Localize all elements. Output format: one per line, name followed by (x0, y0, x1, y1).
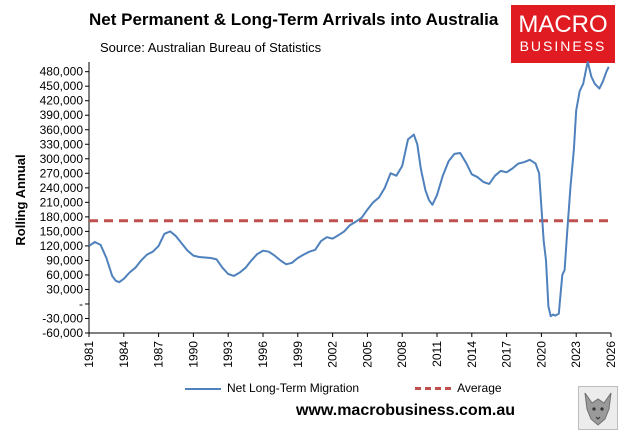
x-tick-label: 1990 (186, 341, 200, 368)
y-tick-label: 420,000 (40, 94, 84, 108)
x-tick-label: 1987 (152, 341, 166, 368)
y-tick-label: 390,000 (40, 108, 84, 122)
x-tick-label: 2017 (500, 341, 514, 368)
x-tick-label: 2008 (395, 341, 409, 368)
y-tick-label: -30,000 (42, 311, 83, 325)
y-tick-label: 180,000 (40, 210, 84, 224)
website-url: www.macrobusiness.com.au (296, 402, 516, 419)
y-tick-label: 210,000 (40, 195, 84, 209)
chart-subtitle: Source: Australian Bureau of Statistics (100, 40, 322, 55)
migration-series-line (88, 61, 610, 318)
y-tick-label: 150,000 (40, 224, 84, 238)
axes: -60,000-30,000-30,00060,00090,000120,000… (40, 62, 618, 368)
y-tick-label: 360,000 (40, 123, 84, 137)
x-tick-label: 2020 (534, 341, 548, 368)
x-tick-label: 2011 (430, 341, 444, 367)
legend: Net Long-Term Migration Average (185, 381, 502, 395)
y-tick-label: 60,000 (46, 268, 83, 282)
y-tick-label: 240,000 (40, 181, 84, 195)
legend-swatch-average (415, 387, 452, 391)
legend-swatch-migration (185, 387, 221, 390)
y-tick-label: 120,000 (40, 239, 84, 253)
logo-line-1: MACRO (518, 11, 608, 38)
legend-label-migration: Net Long-Term Migration (227, 381, 360, 395)
x-tick-label: 2014 (465, 341, 479, 368)
legend-label-average: Average (457, 381, 502, 395)
y-tick-label: 90,000 (46, 253, 83, 267)
y-tick-label: - (79, 297, 83, 311)
x-tick-label: 1996 (256, 341, 270, 368)
x-tick-label: 2002 (326, 341, 340, 368)
y-tick-label: 480,000 (40, 65, 84, 79)
x-tick-label: 1984 (117, 341, 131, 368)
wolf-icon (578, 386, 618, 430)
chart-title: Net Permanent & Long-Term Arrivals into … (89, 10, 499, 29)
y-tick-label: 450,000 (40, 79, 84, 93)
x-tick-label: 1981 (82, 341, 96, 368)
x-tick-label: 2005 (360, 341, 374, 368)
y-tick-label: 270,000 (40, 166, 84, 180)
series-layer (88, 61, 611, 318)
y-tick-label: -60,000 (42, 326, 83, 340)
macrobusiness-logo: MACRO BUSINESS (511, 5, 615, 63)
x-tick-label: 2023 (569, 341, 583, 368)
x-tick-label: 2026 (604, 341, 618, 368)
x-tick-label: 1993 (221, 341, 235, 368)
x-tick-label: 1999 (291, 341, 305, 368)
y-tick-label: 30,000 (46, 282, 83, 296)
y-axis-label: Rolling Annual (13, 154, 28, 245)
y-tick-label: 300,000 (40, 152, 84, 166)
logo-line-2: BUSINESS (519, 38, 607, 54)
y-tick-label: 330,000 (40, 137, 84, 151)
